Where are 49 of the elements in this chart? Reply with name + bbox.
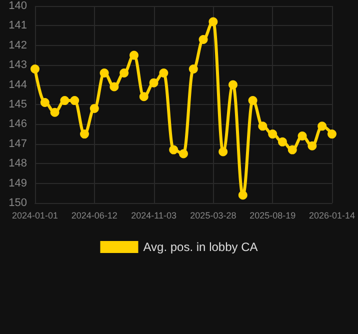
point (258, 122, 268, 131)
point (268, 130, 278, 139)
point (179, 149, 188, 158)
point (149, 78, 158, 88)
point (188, 64, 198, 74)
point (70, 96, 80, 106)
y-tick-label: 147 (8, 138, 27, 150)
y-tick-label: 146 (8, 118, 27, 130)
point (130, 50, 138, 60)
point (228, 80, 238, 90)
point (159, 68, 168, 78)
y-tick-label: 142 (8, 39, 27, 52)
y-tick-label: 149 (8, 177, 27, 190)
x-tick-label: 2024-06-12 (71, 210, 118, 220)
point (40, 98, 50, 108)
y-tick-label: 148 (8, 158, 27, 170)
y-tick-label: 143 (8, 59, 27, 72)
point (120, 68, 129, 78)
point (318, 122, 327, 131)
point (198, 34, 208, 44)
point (327, 130, 336, 139)
point (238, 190, 248, 200)
y-tick-label: 150 (8, 197, 27, 209)
point (298, 132, 307, 141)
y-tick-label: 141 (8, 20, 27, 32)
point (80, 130, 89, 139)
y-tick-label: 144 (8, 78, 27, 91)
point (110, 82, 119, 92)
y-tick-label: 145 (8, 98, 27, 110)
x-tick-label: 2025-03-28 (190, 210, 236, 220)
x-tick-label: 2024-11-03 (131, 210, 176, 220)
point (208, 17, 218, 26)
point (308, 141, 317, 150)
point (100, 68, 109, 78)
point (169, 145, 178, 154)
point (248, 96, 258, 106)
x-tick-label: 2025-08-19 (250, 210, 296, 220)
x-tick-label: 2026-01-14 (308, 210, 356, 220)
point (218, 147, 228, 156)
point (278, 137, 287, 146)
point (50, 108, 60, 117)
point (30, 64, 40, 74)
point (139, 92, 148, 102)
point (288, 145, 297, 154)
x-tick-label: 2024-01-01 (12, 210, 58, 220)
point (90, 104, 99, 113)
y-tick-label: 140 (8, 0, 27, 12)
point (60, 96, 70, 106)
legend-label: Avg. pos. in lobby CA (143, 240, 258, 254)
